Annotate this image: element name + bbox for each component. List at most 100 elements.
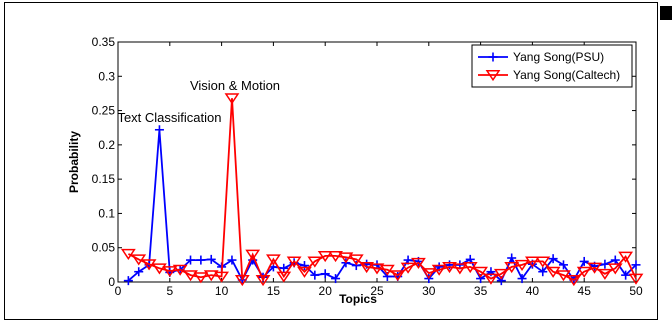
series-1-point-1 xyxy=(131,254,147,266)
y-tick-label-4: 0.2 xyxy=(98,138,115,152)
legend-box xyxy=(471,44,633,88)
series-1-point-3 xyxy=(152,263,167,275)
series-1-point-37 xyxy=(504,261,520,274)
series-1-point-35 xyxy=(483,273,499,285)
y-axis-title: Probability xyxy=(67,131,81,193)
series-1-point-13 xyxy=(255,274,271,287)
series-1-point-0 xyxy=(120,248,136,261)
series-0-point-46 xyxy=(600,259,610,269)
series-0-point-3 xyxy=(154,125,164,135)
series-line-1 xyxy=(127,98,637,283)
series-1-point-49 xyxy=(628,273,644,285)
series-1-point-19 xyxy=(317,250,333,263)
series-1-point-26 xyxy=(390,270,406,282)
series-0-point-44 xyxy=(579,256,589,266)
series-1-point-8 xyxy=(203,270,219,282)
annotation-vision-motion: Vision & Motion xyxy=(190,78,280,93)
series-0-point-19 xyxy=(320,269,330,279)
x-tick-label-5: 25 xyxy=(370,284,384,298)
series-1-point-38 xyxy=(514,259,530,272)
series-1-point-41 xyxy=(545,266,561,278)
x-tick-label-3: 15 xyxy=(267,284,281,298)
series-0-point-0 xyxy=(123,276,133,286)
series-0-point-41 xyxy=(548,254,558,264)
series-1-point-17 xyxy=(297,266,312,278)
series-0-point-47 xyxy=(610,255,620,265)
series-1-point-33 xyxy=(462,261,478,274)
legend-marker-0 xyxy=(488,52,498,62)
series-1-point-27 xyxy=(400,262,416,274)
legend-label-0: Yang Song(PSU) xyxy=(513,50,604,64)
series-1-point-30 xyxy=(431,264,447,276)
series-1-point-28 xyxy=(411,257,426,269)
series-0-point-17 xyxy=(299,261,309,271)
series-1-point-7 xyxy=(193,272,209,284)
series-1-point-34 xyxy=(473,266,489,278)
series-0-point-49 xyxy=(631,260,641,270)
x-tick-label-1: 5 xyxy=(166,284,173,298)
series-0-point-22 xyxy=(351,261,361,271)
series-0-point-20 xyxy=(331,274,341,284)
x-tick-label-6: 30 xyxy=(422,284,436,298)
x-axis-title: Topics xyxy=(339,292,377,306)
series-0-point-6 xyxy=(186,255,196,265)
series-0-point-10 xyxy=(227,255,237,265)
series-1-point-43 xyxy=(566,274,582,287)
y-tick-label-2: 0.1 xyxy=(98,206,115,220)
series-1-point-42 xyxy=(556,270,571,282)
x-tick-label-4: 20 xyxy=(319,284,333,298)
series-0-point-37 xyxy=(507,253,517,263)
series-1-point-25 xyxy=(379,264,395,276)
x-tick-label-8: 40 xyxy=(526,284,540,298)
series-1-point-12 xyxy=(245,249,261,261)
y-tick-label-3: 0.15 xyxy=(92,172,116,186)
series-1-point-48 xyxy=(618,251,634,263)
series-1-point-32 xyxy=(452,263,468,275)
series-0-point-7 xyxy=(196,255,206,265)
series-0-point-15 xyxy=(279,263,289,273)
series-1-point-46 xyxy=(597,268,613,280)
series-1-point-22 xyxy=(348,254,364,266)
series-line-0 xyxy=(127,129,637,283)
series-1-point-15 xyxy=(276,271,292,283)
series-0-point-48 xyxy=(621,270,631,280)
series-1-point-9 xyxy=(214,271,230,283)
annotation-text-classification: Text Classification xyxy=(117,110,221,125)
series-1-point-47 xyxy=(607,263,623,275)
series-0-point-18 xyxy=(310,270,320,280)
series-1-point-20 xyxy=(328,250,343,263)
series-0-point-1 xyxy=(134,267,144,277)
legend-label-1: Yang Song(Caltech) xyxy=(513,68,620,82)
series-1-point-40 xyxy=(535,256,551,268)
x-tick-label-9: 45 xyxy=(578,284,592,298)
y-tick-label-7: 0.35 xyxy=(92,35,116,49)
series-1-point-6 xyxy=(183,270,198,282)
series-1-point-10 xyxy=(224,93,240,105)
series-1-point-21 xyxy=(338,252,354,264)
x-tick-label-0: 0 xyxy=(115,284,122,298)
series-0-point-31 xyxy=(445,260,455,270)
series-0-point-42 xyxy=(558,260,568,270)
series-1-point-11 xyxy=(234,274,250,287)
series-1-point-23 xyxy=(359,261,375,274)
series-1-point-14 xyxy=(265,254,281,266)
series-1-point-4 xyxy=(162,266,178,278)
x-tick-label-10: 50 xyxy=(629,284,643,298)
y-tick-label-1: 0.05 xyxy=(92,241,116,255)
y-tick-label-0: 0 xyxy=(108,275,115,289)
x-tick-label-2: 10 xyxy=(215,284,229,298)
series-1-point-18 xyxy=(307,256,323,268)
y-tick-label-6: 0.3 xyxy=(98,69,115,83)
series-0-point-40 xyxy=(538,267,548,277)
series-0-point-38 xyxy=(517,274,527,284)
axis-ticks: 0 5 10 15 20 25 30 35 40 45 50 0 0.05 0.1 0.15 0.2 0.25 0… xyxy=(92,35,643,298)
corner-mark xyxy=(660,6,672,20)
x-tick-label-7: 35 xyxy=(474,284,488,298)
legend: Yang Song(PSU) Yang Song(Caltech) xyxy=(471,44,633,88)
y-tick-label-5: 0.25 xyxy=(92,104,116,118)
series-layer xyxy=(120,93,644,287)
series-1-point-39 xyxy=(524,256,540,268)
series-1-point-31 xyxy=(442,261,457,274)
series-1-point-5 xyxy=(172,264,188,276)
